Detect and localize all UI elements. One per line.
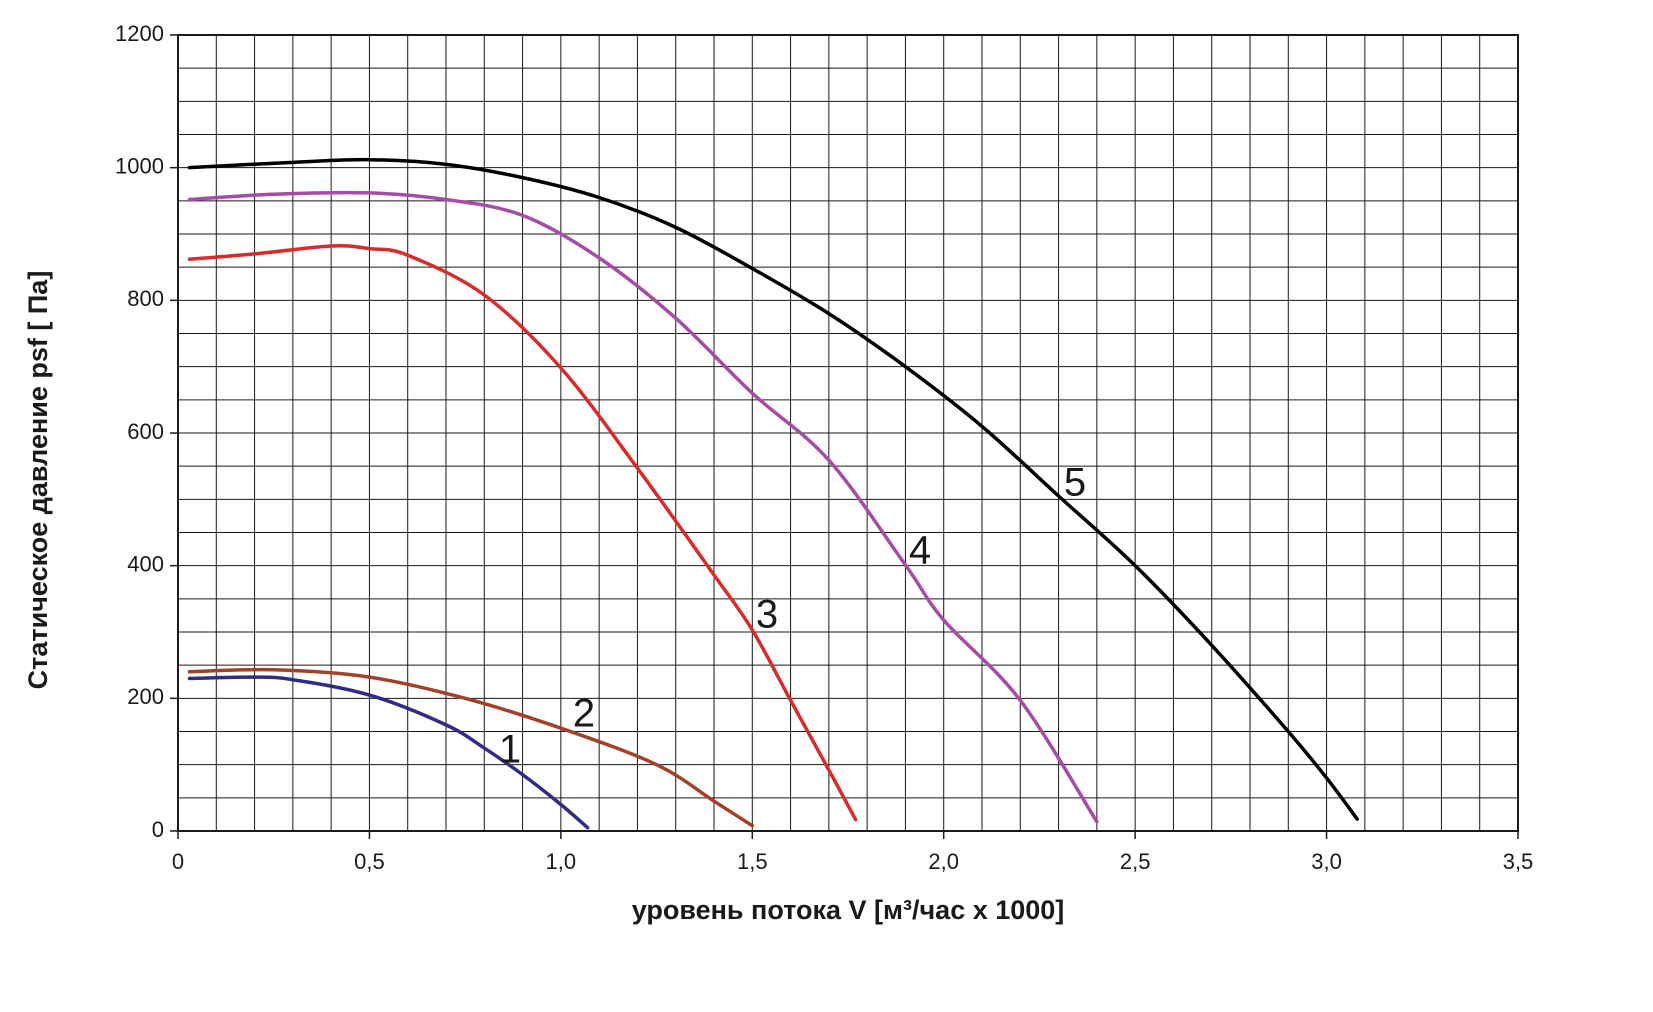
y-axis-label: Статическое давление psf [ Па] — [23, 271, 53, 690]
y-tick-label: 200 — [127, 684, 164, 709]
curve — [187, 243, 858, 822]
y-tick-label: 0 — [152, 817, 164, 842]
curve-label: 3 — [756, 593, 778, 637]
curve — [187, 157, 1359, 821]
curve — [187, 667, 755, 828]
x-tick-label: 0,5 — [354, 849, 385, 874]
y-tick-label: 1200 — [115, 21, 164, 46]
curve — [187, 190, 1099, 824]
curve-label: 2 — [573, 692, 595, 736]
y-tick-label: 400 — [127, 551, 164, 576]
x-tick-label: 0 — [172, 849, 184, 874]
x-tick-label: 3,0 — [1311, 849, 1342, 874]
y-tick-label: 800 — [127, 286, 164, 311]
curve-label: 1 — [499, 728, 521, 772]
y-tick-label: 1000 — [115, 153, 164, 178]
curve — [187, 675, 590, 830]
curve-label: 5 — [1064, 461, 1086, 505]
x-tick-label: 2,5 — [1120, 849, 1151, 874]
x-tick-label: 3,5 — [1503, 849, 1534, 874]
x-axis-label: уровень потока V [м³/час x 1000] — [632, 895, 1065, 925]
x-tick-label: 1,5 — [737, 849, 768, 874]
y-tick-label: 600 — [127, 419, 164, 444]
x-tick-label: 2,0 — [928, 849, 959, 874]
plot-frame — [177, 34, 1519, 832]
curve-label: 4 — [909, 529, 931, 573]
x-tick-label: 1,0 — [546, 849, 577, 874]
